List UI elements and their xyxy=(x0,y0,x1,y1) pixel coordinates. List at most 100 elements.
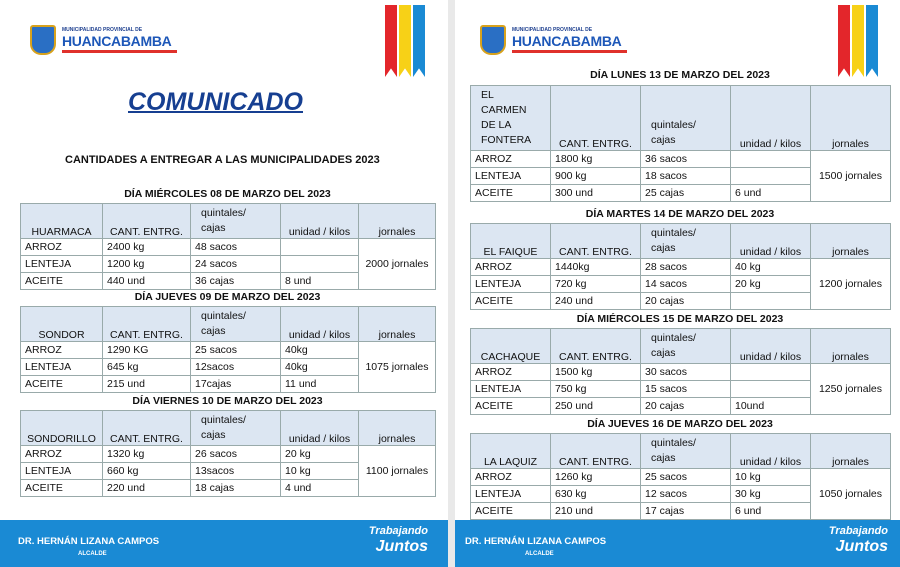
header-row: EL CARMEN DE LA FONTERA CANT. ENTRG. quint… xyxy=(470,85,891,151)
empty-cell xyxy=(280,255,359,273)
cell: 25 cajas xyxy=(640,184,731,202)
logo-top: MUNICIPALIDAD PROVINCIAL DE xyxy=(62,27,143,33)
cell: 17 cajas xyxy=(640,502,731,520)
flag-stripe xyxy=(838,5,850,77)
cell: 28 sacos xyxy=(640,258,731,276)
distribution-table: CACHAQUE CANT. ENTRG. quintales/ cajas unid… xyxy=(470,328,891,415)
header-cell: quintales/ cajas xyxy=(640,85,731,151)
cell: 1200 kg xyxy=(102,255,191,273)
cell: 20 cajas xyxy=(640,292,731,310)
total-cell: 1050 jornales xyxy=(810,468,891,520)
cell: 900 kg xyxy=(550,167,641,185)
cell: 4 und xyxy=(280,479,359,497)
flag-stripe xyxy=(399,5,411,77)
empty-cell xyxy=(730,292,811,310)
cell: 17cajas xyxy=(190,375,281,393)
distribution-table: SONDOR CANT. ENTRG. quintales/ cajas unidad… xyxy=(20,306,436,393)
header-row: EL FAIQUE CANT. ENTRG. quintales/ cajas uni… xyxy=(470,223,891,259)
header-cell: unidad / kilos xyxy=(730,433,811,469)
cell: 20 kg xyxy=(730,275,811,293)
data-row: ARROZ 1500 kg 30 sacos 1250 jornales xyxy=(470,363,891,415)
cell: 40kg xyxy=(280,358,359,376)
cell: 30 sacos xyxy=(640,363,731,381)
slogan-1: Trabajando xyxy=(368,525,428,537)
total-cell: 1100 jornales xyxy=(358,445,436,497)
data-row: ARROZ 1440kg 28 sacos 40 kg 1200 jornales xyxy=(470,258,891,310)
data-row: ARROZ 2400 kg 48 sacos 2000 jornales xyxy=(20,238,436,290)
distribution-table: EL CARMEN DE LA FONTERA CANT. ENTRG. quint… xyxy=(470,85,891,202)
cell: 48 sacos xyxy=(190,238,281,256)
header-cell: EL FAIQUE xyxy=(470,223,551,259)
cell: 440 und xyxy=(102,272,191,290)
empty-cell xyxy=(730,363,811,381)
title: COMUNICADO xyxy=(128,88,303,116)
cell: 40kg xyxy=(280,341,359,359)
header-cell: jornales xyxy=(358,410,436,446)
cell: LENTEJA xyxy=(470,167,551,185)
data-row: ACEITE 215 und 17cajas 11 und xyxy=(20,375,436,393)
header-row: CACHAQUE CANT. ENTRG. quintales/ cajas unid… xyxy=(470,328,891,364)
header-cell: CANT. ENTRG. xyxy=(550,433,641,469)
footer-name: DR. HERNÁN LIZANA CAMPOS xyxy=(465,536,607,547)
flag-stripe xyxy=(852,5,864,77)
data-row: LENTEJA 645 kg 12sacos 40kg xyxy=(20,358,436,376)
cell: 13sacos xyxy=(190,462,281,480)
date-heading: DÍA MIÉRCOLES 15 DE MARZO DEL 2023 xyxy=(576,313,784,325)
cell: 18 cajas xyxy=(190,479,281,497)
distribution-table: HUARMACA CANT. ENTRG. quintales/ cajas unid… xyxy=(20,203,436,290)
cell: ACEITE xyxy=(470,397,551,415)
cell: ARROZ xyxy=(470,258,551,276)
subtitle: CANTIDADES A ENTREGAR A LAS MUNICIPALIDA… xyxy=(65,154,380,166)
cell: ARROZ xyxy=(470,363,551,381)
cell: 40 kg xyxy=(730,258,811,276)
total-cell: 1250 jornales xyxy=(810,363,891,415)
empty-cell xyxy=(730,150,811,168)
cell: 15 sacos xyxy=(640,380,731,398)
cell: 220 und xyxy=(102,479,191,497)
page: MUNICIPALIDAD PROVINCIAL DE HUANCABAMBA DÍ… xyxy=(455,0,900,567)
cell: 720 kg xyxy=(550,275,641,293)
cell: 10 kg xyxy=(730,468,811,486)
cell: ACEITE xyxy=(470,502,551,520)
flag-stripe xyxy=(385,5,397,77)
cell: 20 kg xyxy=(280,445,359,463)
cell: 14 sacos xyxy=(640,275,731,293)
cell: LENTEJA xyxy=(20,255,103,273)
header-cell: EL CARMEN DE LA FONTERA xyxy=(470,85,551,151)
empty-cell xyxy=(730,167,811,185)
cell: 1800 kg xyxy=(550,150,641,168)
empty-cell xyxy=(280,238,359,256)
distribution-table: LA LAQUIZ CANT. ENTRG. quintales/ cajas uni… xyxy=(470,433,891,520)
distribution-table: SONDORILLO CANT. ENTRG. quintales/ cajas un… xyxy=(20,410,436,497)
header-cell: unidad / kilos xyxy=(730,223,811,259)
header-cell: quintales/ cajas xyxy=(640,223,731,259)
cell: 24 sacos xyxy=(190,255,281,273)
cell: 240 und xyxy=(550,292,641,310)
date-heading: DÍA JUEVES 16 DE MARZO DEL 2023 xyxy=(587,418,773,430)
slogan-2: Juntos xyxy=(835,538,888,555)
header-cell: unidad / kilos xyxy=(280,306,359,342)
header-cell: jornales xyxy=(358,203,436,239)
cell: 645 kg xyxy=(102,358,191,376)
cell: 20 cajas xyxy=(640,397,731,415)
footer-name: DR. HERNÁN LIZANA CAMPOS xyxy=(18,536,160,547)
cell: 1260 kg xyxy=(550,468,641,486)
cell: 630 kg xyxy=(550,485,641,503)
header-cell: unidad / kilos xyxy=(280,410,359,446)
header-cell: CANT. ENTRG. xyxy=(102,306,191,342)
footer-role: ALCALDE xyxy=(525,551,554,557)
footer: DR. HERNÁN LIZANA CAMPOS ALCALDE Trabajand… xyxy=(0,520,448,567)
total-cell: 2000 jornales xyxy=(358,238,436,290)
header-cell: quintales/ cajas xyxy=(190,306,281,342)
header-row: HUARMACA CANT. ENTRG. quintales/ cajas unid… xyxy=(20,203,436,239)
header-cell: unidad / kilos xyxy=(730,328,811,364)
footer: DR. HERNÁN LIZANA CAMPOS ALCALDE Trabajand… xyxy=(455,520,900,567)
cell: ACEITE xyxy=(470,292,551,310)
data-row: ARROZ 1260 kg 25 sacos 10 kg 1050 jornales xyxy=(470,468,891,520)
empty-cell xyxy=(730,380,811,398)
cell: ACEITE xyxy=(470,184,551,202)
header-cell: CANT. ENTRG. xyxy=(102,410,191,446)
cell: ACEITE xyxy=(20,272,103,290)
logo-bar xyxy=(62,50,177,53)
